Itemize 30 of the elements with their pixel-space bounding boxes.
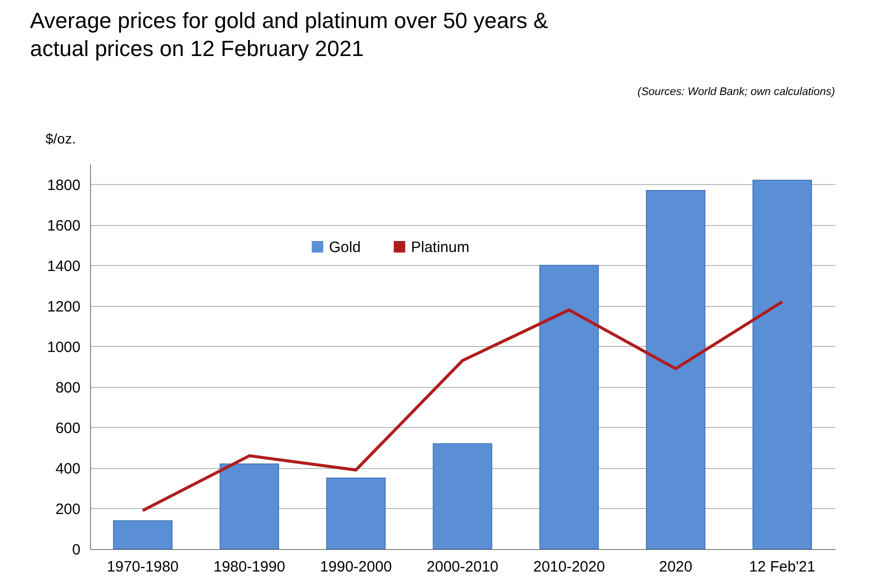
x-tick-label: 1970-1980 bbox=[106, 558, 179, 576]
bar bbox=[646, 190, 706, 550]
bar bbox=[539, 264, 599, 550]
chart-title: Average prices for gold and platinum over 50 years & actual prices on 12 February 2021 bbox=[30, 8, 548, 61]
legend-label: Platinum bbox=[411, 238, 470, 256]
y-tick-label: 1600 bbox=[47, 217, 80, 234]
y-tick-label: 200 bbox=[55, 500, 80, 518]
line-series bbox=[141, 300, 784, 512]
y-tick-label: 1400 bbox=[47, 258, 80, 275]
y-tick-label: 400 bbox=[55, 460, 80, 478]
y-tick-label: 1000 bbox=[47, 338, 80, 356]
y-axis-title: $/oz. bbox=[46, 130, 76, 146]
bar bbox=[220, 463, 280, 550]
x-tick-label: 1980-1990 bbox=[213, 558, 286, 576]
bar bbox=[113, 520, 172, 550]
legend-label: Gold bbox=[329, 238, 361, 256]
bar bbox=[432, 443, 492, 550]
y-tick-label: 1800 bbox=[47, 176, 80, 194]
x-tick-label: 2020 bbox=[658, 558, 692, 576]
x-tick-label: 2000-2010 bbox=[426, 558, 498, 576]
y-tick-label: 800 bbox=[55, 379, 80, 396]
bar bbox=[326, 478, 386, 550]
y-tick-label: 1200 bbox=[47, 298, 80, 316]
y-tick-label: 600 bbox=[55, 420, 80, 437]
x-tick-label: 1990-2000 bbox=[320, 558, 392, 576]
x-tick-label: 12 Feb'21 bbox=[749, 558, 816, 576]
y-tick-label: 0 bbox=[72, 542, 80, 558]
bar bbox=[752, 180, 812, 550]
text: (Sources: World Bank; own calculations) bbox=[638, 86, 836, 98]
x-tick-label: 2010-2020 bbox=[533, 558, 605, 576]
